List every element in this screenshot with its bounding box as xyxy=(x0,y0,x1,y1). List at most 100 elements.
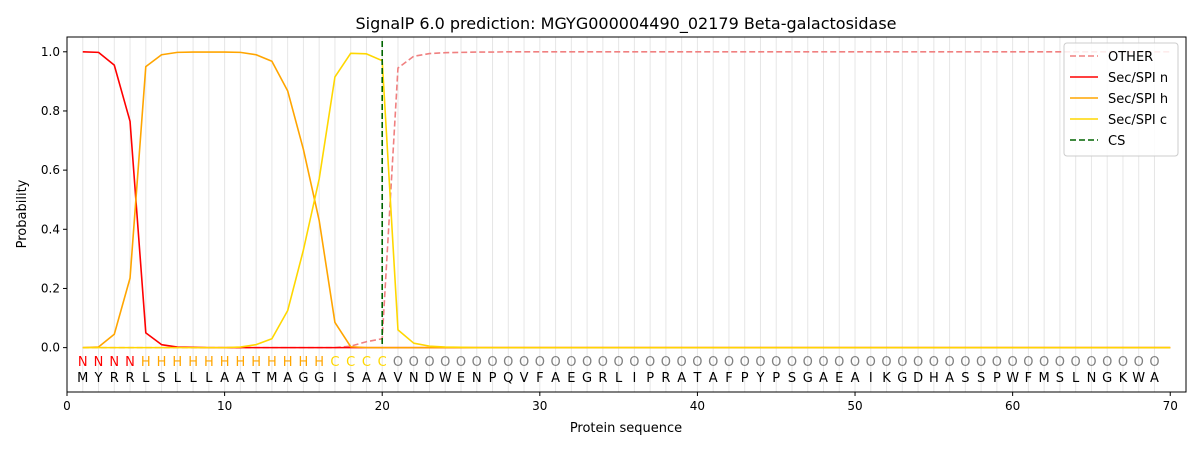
residue-letter: P xyxy=(646,371,654,386)
residue-letter: M xyxy=(77,371,88,386)
region-label: H xyxy=(299,355,309,370)
x-tick-label: 60 xyxy=(1005,399,1020,413)
region-label: O xyxy=(1039,355,1049,370)
region-label: C xyxy=(362,355,371,370)
region-label: C xyxy=(330,355,339,370)
residue-letter: L xyxy=(1072,371,1080,386)
residue-letter: N xyxy=(472,371,482,386)
region-label: O xyxy=(692,355,702,370)
region-label: O xyxy=(803,355,813,370)
residue-letter: F xyxy=(1025,371,1032,386)
residue-letter: W xyxy=(1006,371,1019,386)
axis-layer: 0 10 20 30 40 50 60 70 0.0 0.2 0.4 0.6 0.8 1.0 xyxy=(41,45,1178,413)
region-label: O xyxy=(1086,355,1096,370)
region-label: O xyxy=(771,355,781,370)
region-label: O xyxy=(582,355,592,370)
residue-letter: A xyxy=(551,371,560,386)
residue-letter: N xyxy=(1087,371,1097,386)
residue-letter: R xyxy=(126,371,135,386)
region-label: O xyxy=(1134,355,1144,370)
residue-letter: S xyxy=(788,371,796,386)
residue-letter: E xyxy=(567,371,575,386)
y-tick-label: 0.8 xyxy=(41,104,60,118)
residue-letter: W xyxy=(1132,371,1145,386)
residue-letter: P xyxy=(489,371,497,386)
residue-letter: A xyxy=(819,371,828,386)
region-label: H xyxy=(172,355,182,370)
region-label: O xyxy=(598,355,608,370)
residue-letter: E xyxy=(457,371,465,386)
region-label: O xyxy=(677,355,687,370)
region-label: O xyxy=(614,355,624,370)
region-label: O xyxy=(708,355,718,370)
residue-letter: T xyxy=(692,371,701,386)
residue-letter: S xyxy=(347,371,355,386)
legend: OTHER Sec/SPI n Sec/SPI h Sec/SPI c CS xyxy=(1063,42,1179,157)
y-tick-label: 1.0 xyxy=(41,45,60,59)
series-line-other xyxy=(82,50,1171,349)
residue-letter: K xyxy=(1119,371,1128,386)
residue-letter: S xyxy=(977,371,985,386)
region-label: O xyxy=(566,355,576,370)
residue-letter: I xyxy=(869,371,873,386)
region-label: O xyxy=(1055,355,1065,370)
region-label: O xyxy=(409,355,419,370)
residue-letter: L xyxy=(615,371,623,386)
series-line-sec-spi-n xyxy=(82,50,1171,349)
residue-letter: Q xyxy=(503,371,513,386)
x-tick-label: 40 xyxy=(690,399,705,413)
residue-letter: H xyxy=(929,371,939,386)
residue-letter: E xyxy=(835,371,843,386)
residue-letter: G xyxy=(582,371,592,386)
region-label: O xyxy=(992,355,1002,370)
legend-box xyxy=(1063,42,1179,157)
region-label: O xyxy=(503,355,513,370)
residue-letter: G xyxy=(1102,371,1112,386)
x-tick-label: 20 xyxy=(375,399,390,413)
residue-letter: A xyxy=(378,371,387,386)
region-label: O xyxy=(740,355,750,370)
residue-letter: A xyxy=(709,371,718,386)
region-label: O xyxy=(456,355,466,370)
region-label: H xyxy=(157,355,167,370)
region-label: H xyxy=(188,355,198,370)
residue-letter: R xyxy=(661,371,670,386)
residue-letter: M xyxy=(266,371,277,386)
region-label: H xyxy=(141,355,151,370)
series-line-sec-spi-h xyxy=(82,51,1171,349)
region-label: O xyxy=(913,355,923,370)
region-label: O xyxy=(866,355,876,370)
region-label: H xyxy=(235,355,245,370)
residue-letter: D xyxy=(424,371,434,386)
residue-letter: L xyxy=(189,371,197,386)
x-tick-label: 0 xyxy=(63,399,71,413)
residue-letter: G xyxy=(803,371,813,386)
grid-layer xyxy=(82,37,1155,392)
region-label: O xyxy=(550,355,560,370)
residue-letter: L xyxy=(174,371,182,386)
region-label: N xyxy=(109,355,119,370)
region-label: O xyxy=(472,355,482,370)
region-label: C xyxy=(378,355,387,370)
x-axis-label: Protein sequence xyxy=(570,421,682,436)
residue-letter: S xyxy=(1056,371,1064,386)
region-label: O xyxy=(393,355,403,370)
residue-letter: V xyxy=(520,371,529,386)
region-label: O xyxy=(1071,355,1081,370)
region-label: O xyxy=(850,355,860,370)
residue-letter: A xyxy=(945,371,954,386)
residue-letter: K xyxy=(882,371,891,386)
region-label: O xyxy=(1023,355,1033,370)
y-tick-label: 0.6 xyxy=(41,163,60,177)
region-label: N xyxy=(78,355,88,370)
residue-letter: A xyxy=(362,371,371,386)
region-label: O xyxy=(629,355,639,370)
x-tick-label: 10 xyxy=(217,399,232,413)
residue-letter: L xyxy=(205,371,213,386)
residue-letter: A xyxy=(1150,371,1159,386)
region-label: O xyxy=(960,355,970,370)
residue-letter: R xyxy=(110,371,119,386)
residue-letter: N xyxy=(409,371,419,386)
region-label: C xyxy=(346,355,355,370)
region-label: O xyxy=(755,355,765,370)
